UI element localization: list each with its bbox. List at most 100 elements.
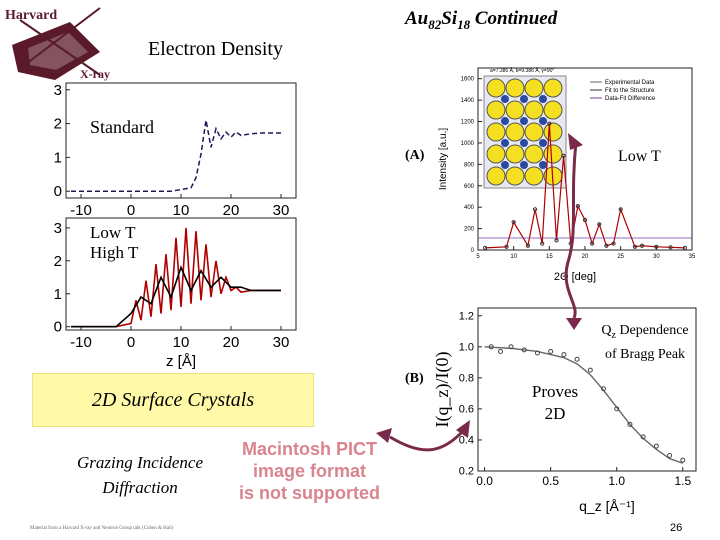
y-tick-label: 0.6 — [459, 404, 474, 416]
data-point — [680, 457, 686, 463]
crystal-lattice-inset — [483, 75, 567, 189]
proves-2d-label: Proves 2D — [531, 382, 579, 423]
series-fit-line — [485, 123, 685, 249]
surface-crystals-box: 2D Surface Crystals — [32, 373, 314, 427]
arrowhead-right-icon — [456, 420, 470, 438]
connector-arrow-right — [564, 141, 578, 319]
x-axis-label: z [Å] — [166, 353, 196, 370]
series-high-t-line — [71, 265, 281, 328]
qz-dependence-label: Qz Dependence of Bragg Peak — [601, 323, 689, 362]
data-point — [653, 443, 659, 449]
data-point — [554, 238, 559, 243]
y-tick-label: 0.8 — [459, 373, 474, 385]
x-tick-label: 1.5 — [674, 474, 691, 488]
pict-placeholder: Macintosh PICT image format is not suppo… — [222, 438, 397, 504]
y-tick-label: 1200 — [461, 120, 475, 126]
arrowhead-left-icon — [376, 428, 392, 443]
data-point — [618, 207, 623, 212]
data-point — [682, 245, 687, 250]
si-atom-icon — [539, 117, 547, 125]
x-tick-label: 20 — [582, 254, 589, 260]
y-tick-label: 3 — [54, 220, 62, 237]
y-tick-label: 0.2 — [459, 466, 474, 478]
x-tick-label: 0.0 — [476, 474, 493, 488]
x-tick-label: 0 — [127, 202, 135, 219]
au-atom-icon — [524, 144, 544, 164]
y-tick-label: 1000 — [461, 141, 475, 147]
data-point — [525, 243, 531, 248]
data-point — [587, 367, 593, 373]
x-tick-label: 15 — [546, 254, 553, 260]
y-tick-label: 1400 — [461, 98, 475, 104]
y-axis-label: I(q_z)/I(0) — [432, 352, 453, 428]
data-point — [534, 350, 540, 356]
plot-frame — [65, 82, 297, 199]
x-tick-label: -10 — [70, 202, 92, 219]
data-point — [582, 217, 588, 223]
label-high-t: High T — [90, 243, 139, 262]
si-atom-icon — [501, 161, 509, 169]
y-tick-label: 0 — [54, 183, 62, 200]
y-tick-label: 0 — [54, 319, 62, 336]
au-atom-icon — [505, 100, 525, 120]
y-tick-label: 600 — [464, 184, 475, 190]
si-atom-icon — [539, 161, 547, 169]
data-point — [604, 243, 609, 248]
y-tick-label: 400 — [464, 205, 475, 211]
si-atom-icon — [520, 139, 528, 147]
y-axis-label: Intensity [a.u.] — [438, 128, 449, 190]
au-atom-icon — [543, 78, 563, 98]
x-tick-label: 1.0 — [608, 474, 625, 488]
data-point — [511, 220, 516, 225]
si-atom-icon — [520, 117, 528, 125]
panel-b-label: (B) — [405, 371, 424, 386]
si-atom-icon — [539, 95, 547, 103]
au-atom-icon — [486, 78, 506, 98]
arrowhead-top-icon — [568, 133, 583, 150]
slide-subtitle: Electron Density — [148, 38, 283, 60]
data-point — [521, 347, 527, 353]
page-number: 26 — [670, 522, 683, 534]
y-tick-label: 2 — [54, 116, 62, 133]
x-tick-label: -10 — [70, 334, 92, 351]
legend-entry: Data-Fit Difference — [605, 96, 656, 102]
legend-entry: Fit to the Structure — [605, 88, 655, 94]
au-atom-icon — [486, 122, 506, 142]
au-atom-icon — [505, 144, 525, 164]
pict-line-3: is not supported — [239, 483, 380, 503]
label-low-t-right: Low T — [618, 148, 661, 165]
data-point — [614, 406, 620, 412]
grazing-incidence-label: Grazing Incidence Diffraction — [40, 450, 240, 500]
au-atom-icon — [543, 122, 563, 142]
au-atom-icon — [505, 166, 525, 186]
x-tick-label: 0.5 — [542, 474, 559, 488]
x-tick-label: 20 — [223, 334, 240, 351]
au-atom-icon — [486, 100, 506, 120]
x-tick-label: 25 — [617, 254, 624, 260]
si-atom-icon — [520, 95, 528, 103]
data-point — [627, 421, 633, 427]
y-tick-label: 200 — [464, 227, 475, 233]
x-tick-label: 30 — [653, 254, 660, 260]
data-point — [668, 245, 673, 250]
data-point — [575, 204, 580, 209]
au-atom-icon — [524, 122, 544, 142]
y-tick-label: 1.2 — [459, 310, 474, 322]
pict-line-2: image format — [252, 461, 367, 481]
logo-top-text: Harvard — [5, 8, 57, 23]
au-atom-icon — [486, 144, 506, 164]
data-point — [639, 243, 645, 248]
si-atom-icon — [501, 139, 509, 147]
data-point — [597, 222, 602, 227]
x-tick-label: 10 — [510, 254, 517, 260]
x-tick-label: 30 — [273, 334, 290, 351]
y-tick-label: 0.4 — [459, 435, 474, 447]
x-tick-label: 30 — [273, 202, 290, 219]
y-tick-label: 800 — [464, 162, 475, 168]
arrowhead-bottom-icon — [566, 318, 582, 330]
data-point — [561, 153, 566, 158]
data-point — [611, 241, 616, 246]
data-point — [483, 245, 488, 250]
standard-density-chart: -10 0 10 20 30 0 1 2 3 — [54, 82, 297, 219]
data-point — [561, 352, 567, 358]
